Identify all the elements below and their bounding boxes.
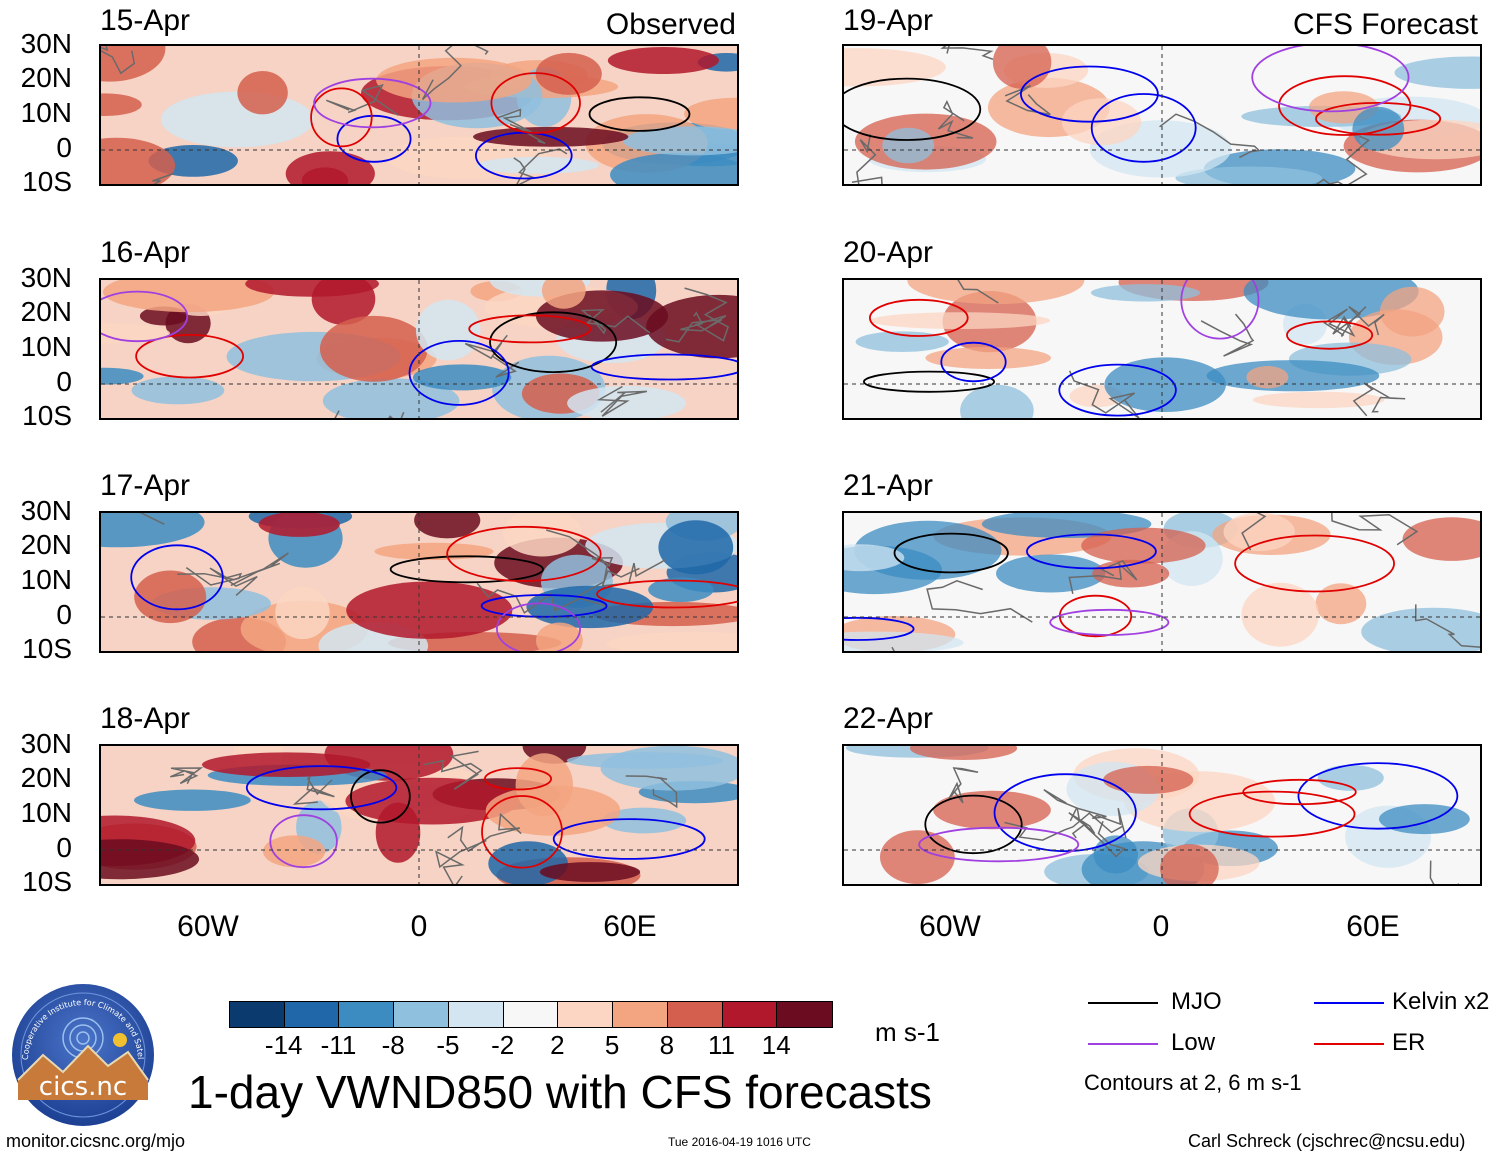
colorbar — [229, 1001, 833, 1028]
date-label-obs-4: 18-Apr — [100, 702, 191, 735]
lat-label: 20N — [20, 529, 72, 560]
map-field-obs-4 — [101, 746, 737, 884]
lat-label: 0 — [56, 366, 72, 397]
footer-timestamp: Tue 2016-04-19 1016 UTC — [668, 1135, 811, 1149]
colorbar-label: 5 — [604, 1030, 620, 1060]
map-panel-fc-2 — [842, 278, 1482, 420]
colorbar-cell — [558, 1002, 614, 1027]
map-field-fc-4 — [844, 746, 1480, 884]
colorbar-cell — [448, 1002, 504, 1027]
lat-label: 30N — [20, 728, 72, 759]
colorbar-cell — [503, 1002, 559, 1027]
lon-label-obs-0: 0 — [410, 910, 428, 943]
forecast-title: CFS Forecast — [1292, 8, 1478, 41]
colorbar-cell — [722, 1002, 778, 1027]
svg-text:cics.nc: cics.nc — [39, 1072, 127, 1102]
contour-note: Contours at 2, 6 m s-1 — [1084, 1070, 1302, 1095]
colorbar-label: 14 — [761, 1030, 791, 1060]
lat-label: 20N — [20, 296, 72, 327]
date-label-obs-3: 17-Apr — [100, 469, 191, 502]
colorbar-cell — [777, 1002, 832, 1027]
colorbar-label: -2 — [491, 1030, 515, 1060]
lat-label: 0 — [56, 832, 72, 863]
legend-mjo-label: MJO — [1171, 988, 1222, 1015]
lon-label-fc-60e: 60E — [1346, 910, 1400, 943]
main-title: 1-day VWND850 with CFS forecasts — [188, 1066, 932, 1118]
colorbar-label: -5 — [436, 1030, 460, 1060]
legend-kelvin-line — [1314, 1002, 1384, 1004]
map-field-fc-1 — [844, 46, 1480, 184]
date-label-fc-4: 22-Apr — [843, 702, 934, 735]
map-field-obs-3 — [101, 513, 737, 651]
colorbar-cell — [230, 1002, 285, 1027]
legend-er-line — [1314, 1043, 1384, 1045]
date-label-fc-2: 20-Apr — [843, 236, 934, 269]
date-label-fc-3: 21-Apr — [843, 469, 934, 502]
colorbar-label: 11 — [708, 1030, 736, 1060]
observed-title: Observed — [605, 8, 736, 41]
lat-label: 10S — [22, 633, 72, 664]
lat-label: 10S — [22, 166, 72, 197]
map-panel-fc-4 — [842, 744, 1482, 886]
date-label-obs-1: 15-Apr — [100, 4, 191, 37]
lat-label: 30N — [20, 262, 72, 293]
colorbar-cell — [339, 1002, 395, 1027]
legend-er-label: ER — [1392, 1029, 1426, 1056]
lat-label: 0 — [56, 132, 72, 163]
colorbar-units: m s-1 — [875, 1017, 940, 1047]
colorbar-label: -14 — [264, 1030, 303, 1060]
map-panel-obs-3 — [99, 511, 739, 653]
date-label-fc-1: 19-Apr — [843, 4, 934, 37]
map-field-fc-3 — [844, 513, 1480, 651]
colorbar-label: -11 — [320, 1030, 357, 1060]
lat-label: 30N — [20, 28, 72, 59]
lat-label: 10N — [20, 331, 72, 362]
colorbar-cell — [613, 1002, 668, 1027]
lon-label-obs-60w: 60W — [177, 910, 239, 943]
map-panel-obs-2 — [99, 278, 739, 420]
legend-kelvin-label: Kelvin x2 — [1392, 988, 1490, 1015]
legend-mjo-line — [1088, 1002, 1158, 1004]
lat-label: 10N — [20, 564, 72, 595]
legend-low-line — [1088, 1043, 1158, 1045]
date-label-obs-2: 16-Apr — [100, 236, 191, 269]
lon-label-obs-60e: 60E — [603, 910, 657, 943]
lon-label-fc-60w: 60W — [919, 910, 981, 943]
map-panel-fc-3 — [842, 511, 1482, 653]
lat-label: 10N — [20, 97, 72, 128]
lat-label: 30N — [20, 495, 72, 526]
colorbar-cell — [284, 1002, 340, 1027]
lat-label: 10S — [22, 400, 72, 431]
colorbar-cell — [667, 1002, 723, 1027]
lat-label: 20N — [20, 62, 72, 93]
footer-url: monitor.cicsnc.org/mjo — [6, 1131, 186, 1151]
cicsnc-logo: Cooperative Institute for Climate and Sa… — [6, 973, 158, 1130]
lat-label: 10N — [20, 797, 72, 828]
map-panel-obs-4 — [99, 744, 739, 886]
lat-label: 20N — [20, 762, 72, 793]
map-field-fc-2 — [844, 280, 1480, 418]
colorbar-label: 2 — [550, 1030, 565, 1060]
map-field-obs-2 — [101, 280, 737, 418]
lat-label: 0 — [56, 599, 72, 630]
footer-credit: Carl Schreck (cjschrec@ncsu.edu) — [1188, 1131, 1466, 1151]
map-panel-obs-1 — [99, 44, 739, 186]
lon-label-fc-0: 0 — [1152, 910, 1170, 943]
legend-low-label: Low — [1171, 1029, 1216, 1056]
lat-label: 10S — [22, 866, 72, 897]
colorbar-label: 8 — [659, 1030, 675, 1060]
map-field-obs-1 — [101, 46, 737, 184]
colorbar-label: -8 — [381, 1030, 405, 1060]
colorbar-cell — [394, 1002, 449, 1027]
map-panel-fc-1 — [842, 44, 1482, 186]
